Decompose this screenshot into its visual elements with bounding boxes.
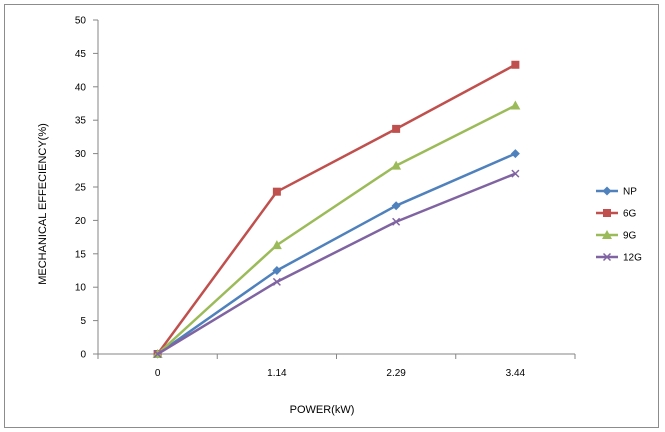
y-tick-label: 35: [75, 116, 87, 127]
legend-label: 12G: [623, 253, 642, 264]
y-tick-label: 5: [80, 316, 86, 327]
series-np: [153, 149, 520, 359]
legend-label: NP: [623, 187, 637, 198]
data-point-9g: [510, 100, 521, 110]
legend-label: 9G: [623, 231, 637, 242]
data-point-12g: [272, 277, 281, 286]
data-point-12g: [392, 217, 401, 226]
y-tick-label: 15: [75, 249, 87, 260]
legend: NP 6G 9G 12G: [596, 186, 642, 264]
data-point-12g: [153, 349, 162, 359]
legend-item-12g: 12G: [596, 253, 642, 264]
y-tick-label: 50: [75, 16, 87, 27]
data-point-6g: [511, 60, 520, 69]
x-tick-label: 3.44: [506, 368, 526, 379]
series-line-12g: [156, 172, 516, 356]
x-tick-label: 1.14: [267, 368, 287, 379]
data-point-12g: [511, 169, 520, 178]
series-line-np: [156, 152, 516, 356]
legend-item-6g: 6G: [596, 209, 637, 220]
legend-label: 6G: [623, 209, 637, 220]
chart-frame: [4, 4, 659, 428]
x-axis-title: POWER(kW): [290, 404, 355, 416]
series-layer: [152, 60, 521, 359]
legend-marker: [602, 186, 612, 196]
y-axis-ticks: 0 5 10 15 20 25 30 35 40 45 50: [75, 16, 98, 361]
x-tick-label: 0: [155, 368, 161, 379]
data-point-9g: [391, 160, 402, 170]
series-6g: [153, 60, 520, 358]
y-tick-label: 30: [75, 149, 87, 160]
legend-marker: [602, 230, 612, 239]
data-point-6g: [392, 124, 401, 133]
legend-item-9g: 9G: [596, 230, 637, 242]
y-tick-label: 20: [75, 216, 87, 227]
series-line-6g: [156, 63, 516, 355]
data-point-np: [391, 201, 401, 211]
x-tick-label: 2.29: [386, 368, 406, 379]
y-tick-label: 45: [75, 49, 87, 60]
x-axis-ticks: 0 1.14 2.29 3.44: [97, 354, 576, 379]
legend-marker: [602, 252, 612, 262]
y-tick-label: 25: [75, 183, 87, 194]
data-point-np: [510, 149, 520, 159]
data-point-6g: [272, 187, 281, 196]
data-point-9g: [271, 240, 282, 250]
legend-item-np: NP: [596, 186, 637, 198]
y-axis-title: MECHANICAL EFFECIENCY(%): [37, 123, 49, 285]
legend-marker: [603, 209, 611, 217]
y-tick-label: 0: [80, 350, 86, 361]
series-12g: [153, 169, 520, 359]
y-tick-label: 40: [75, 82, 87, 93]
y-tick-label: 10: [75, 283, 87, 294]
series-line-9g: [156, 104, 516, 355]
data-point-np: [272, 266, 282, 275]
